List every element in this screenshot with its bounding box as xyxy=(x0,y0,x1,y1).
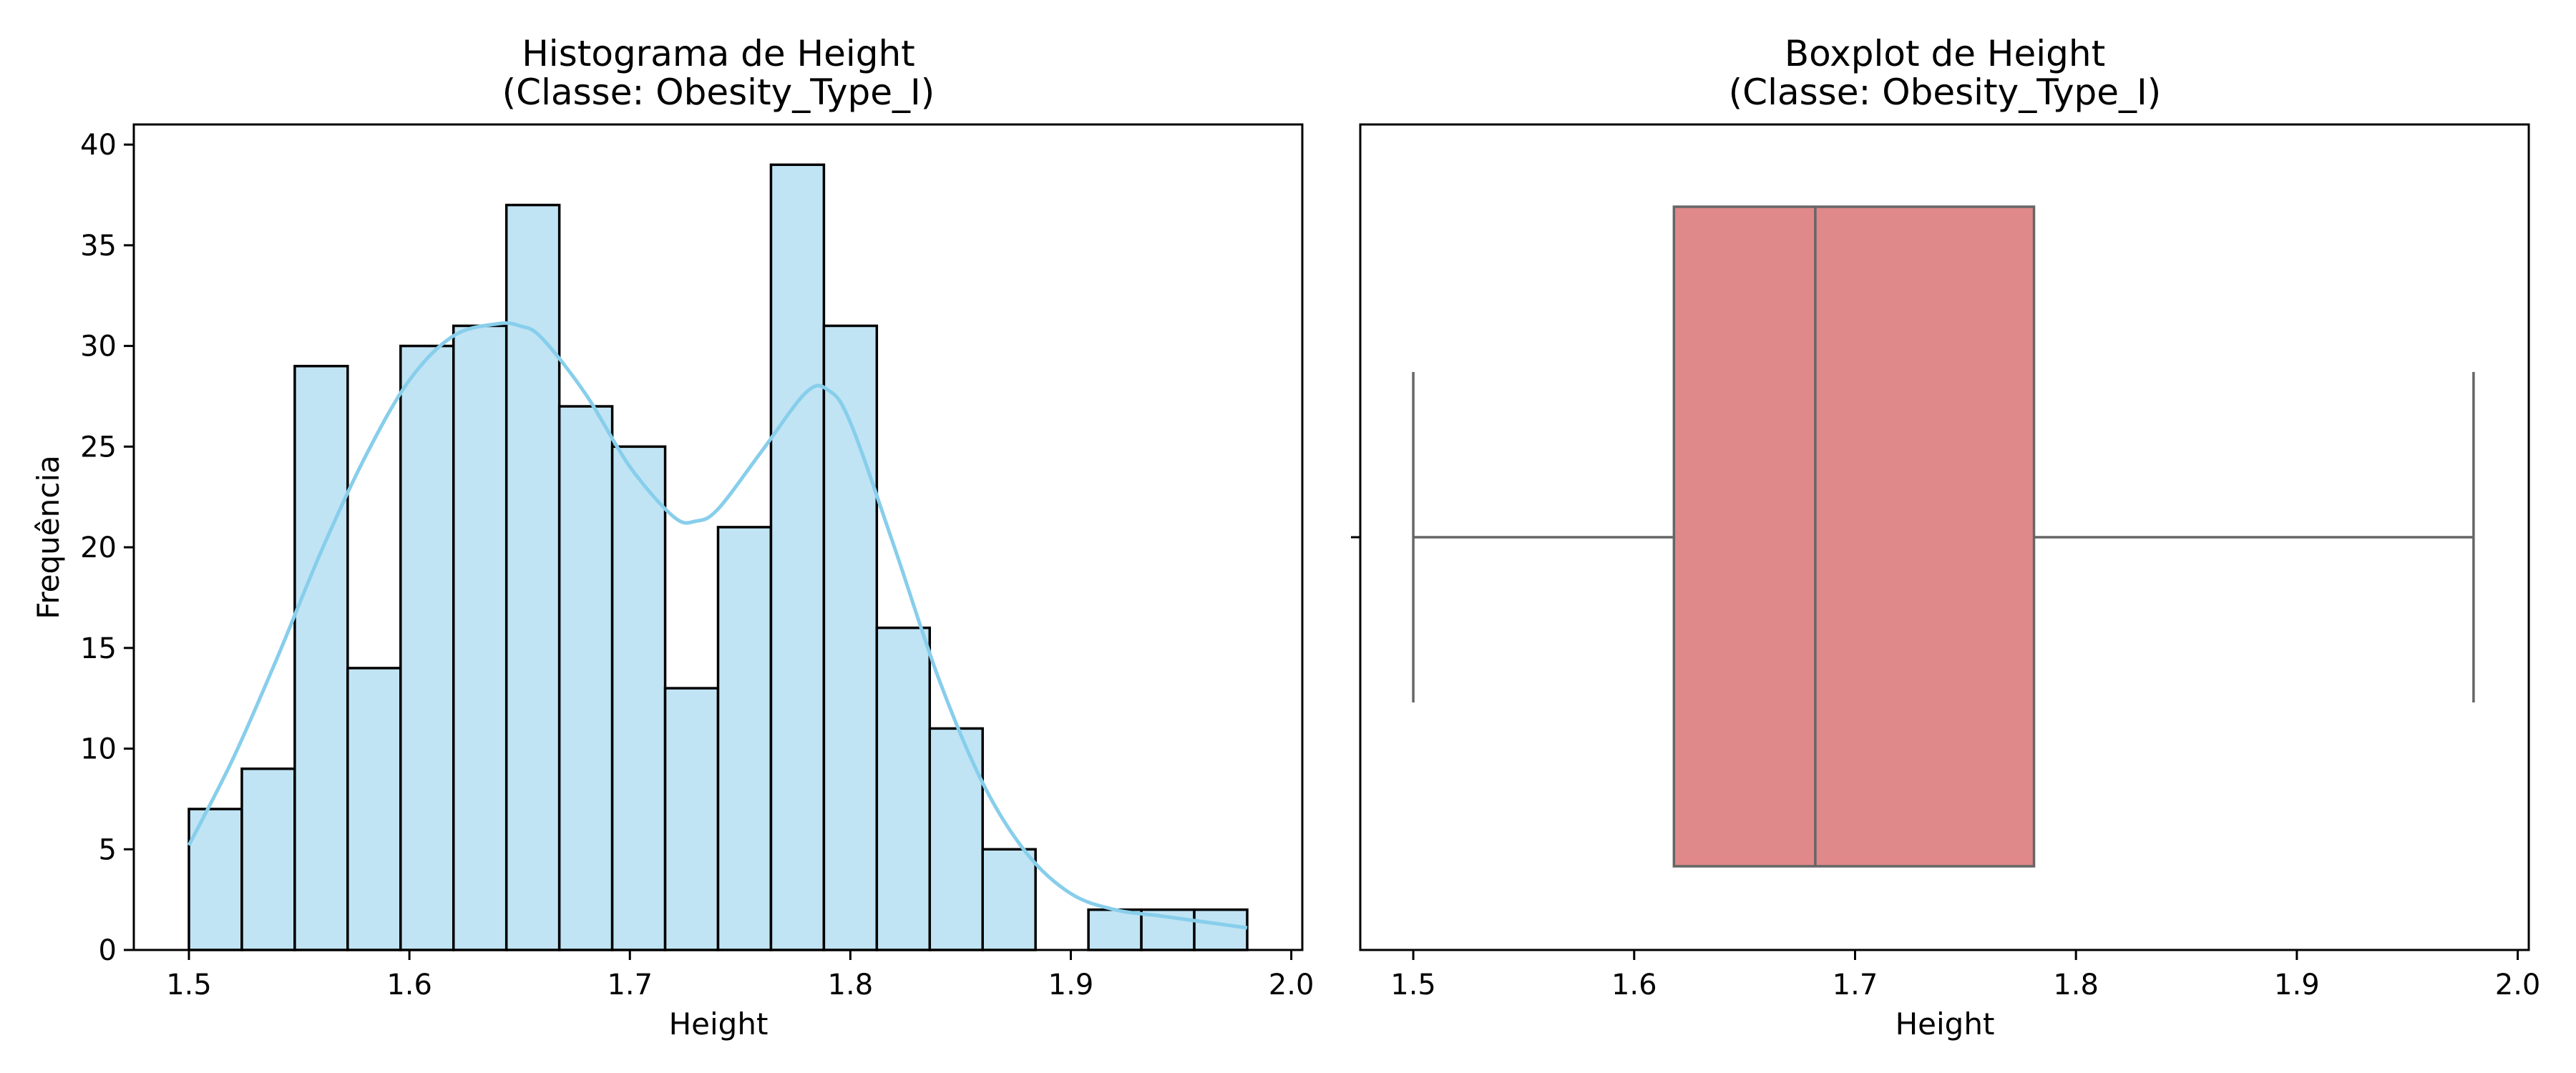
histogram-bar xyxy=(346,667,402,951)
boxplot-x-axis-label: Height xyxy=(1896,1006,1995,1042)
histogram-x-tick-label: 1.8 xyxy=(828,969,874,1001)
histogram-title-line-2: (Classe: Obesity_Type_I) xyxy=(502,72,935,113)
histogram-axes-frame xyxy=(132,123,1304,951)
histogram-bar xyxy=(240,767,296,951)
interquartile-box xyxy=(1672,205,2036,868)
histogram-panel: Histograma de Height (Classe: Obesity_Ty… xyxy=(31,33,1314,1042)
histogram-y-axis-label: Frequência xyxy=(31,455,66,619)
histogram-bar xyxy=(504,203,561,951)
histogram-y-tick-label: 5 xyxy=(99,833,117,866)
histogram-x-tick-label: 2.0 xyxy=(1269,969,1314,1001)
histogram-y-tick-label: 35 xyxy=(80,230,117,263)
boxplot-title-line-1: Boxplot de Height xyxy=(1785,33,2105,74)
boxplot-x-tick-label: 2.0 xyxy=(2495,969,2541,1001)
boxplot-x-tick-label: 1.9 xyxy=(2274,969,2320,1001)
histogram-x-tick-label: 1.7 xyxy=(607,969,653,1001)
histogram-y-tick-label: 20 xyxy=(80,531,117,564)
histogram-title-line-1: Histograma de Height xyxy=(522,33,915,74)
histogram-y-tick-label: 25 xyxy=(80,431,117,464)
histogram-x-tick-label: 1.9 xyxy=(1048,969,1094,1001)
boxplot-panel: Boxplot de Height (Classe: Obesity_Type_… xyxy=(1351,33,2540,1042)
histogram-bar xyxy=(769,163,826,951)
histogram-y-ticks: 0 5 10 15 20 25 30 35 40 xyxy=(80,129,134,967)
histogram-bar xyxy=(822,324,879,951)
histogram-bar xyxy=(716,526,773,951)
boxplot-x-ticks: 1.5 1.6 1.7 1.8 1.9 2.0 xyxy=(1390,950,2540,1001)
histogram-bar xyxy=(1193,908,1249,951)
boxplot-x-tick-label: 1.6 xyxy=(1611,969,1657,1001)
histogram-bars xyxy=(187,163,1249,951)
boxplot-x-tick-label: 1.5 xyxy=(1390,969,1436,1001)
histogram-x-ticks: 1.5 1.6 1.7 1.8 1.9 2.0 xyxy=(166,950,1314,1001)
histogram-bar xyxy=(610,445,667,951)
kde-curve xyxy=(187,321,1248,930)
histogram-y-tick-label: 10 xyxy=(80,733,117,766)
histogram-bar xyxy=(399,344,455,951)
histogram-bar xyxy=(663,687,720,951)
histogram-y-tick-label: 0 xyxy=(99,934,117,967)
histogram-x-tick-label: 1.6 xyxy=(386,969,432,1001)
histogram-x-tick-label: 1.5 xyxy=(166,969,212,1001)
histogram-bar xyxy=(557,405,614,951)
histogram-bar xyxy=(875,626,932,951)
boxplot-title-line-2: (Classe: Obesity_Type_I) xyxy=(1729,72,2162,113)
histogram-bar xyxy=(981,848,1037,951)
histogram-y-tick-label: 40 xyxy=(80,129,117,162)
boxplot-x-tick-label: 1.8 xyxy=(2053,969,2099,1001)
histogram-bar xyxy=(928,727,984,951)
histogram-bar xyxy=(1087,908,1143,951)
histogram-y-tick-label: 15 xyxy=(80,632,117,665)
boxplot-x-tick-label: 1.7 xyxy=(1833,969,1878,1001)
histogram-bar xyxy=(293,365,349,951)
histogram-x-axis-label: Height xyxy=(669,1006,769,1042)
histogram-y-tick-label: 30 xyxy=(80,330,117,363)
boxplot-elements xyxy=(1412,205,2475,868)
histogram-bar xyxy=(452,324,508,951)
